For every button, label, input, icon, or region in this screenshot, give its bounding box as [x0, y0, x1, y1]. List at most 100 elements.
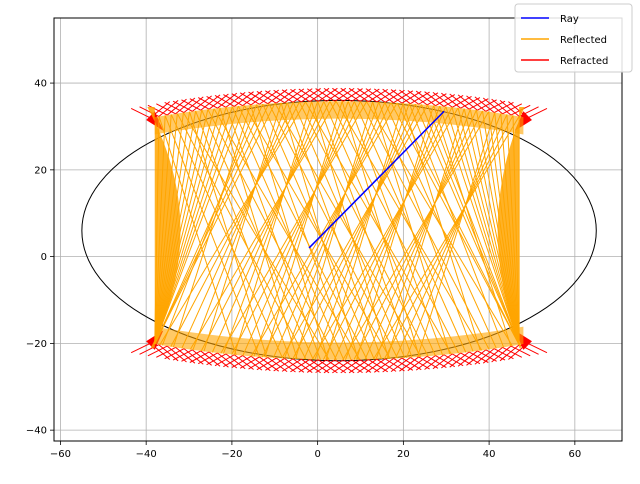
refracted-line: [217, 92, 238, 109]
refracted-line: [334, 87, 355, 102]
reflected-line: [262, 103, 375, 360]
refracted-line: [468, 98, 489, 110]
refracted-line: [441, 352, 461, 369]
refracted-line: [426, 355, 447, 368]
reflected-line: [164, 115, 260, 358]
refracted-line: [156, 346, 176, 358]
refracted-line: [208, 93, 229, 110]
reflected-line: [333, 106, 447, 361]
refracted-line: [474, 96, 495, 113]
refracted-line: [217, 352, 238, 369]
refracted-line: [390, 89, 411, 105]
reflected-line: [292, 104, 422, 360]
reflected-line: [220, 101, 367, 354]
refracted-line: [357, 88, 378, 103]
y-tick-label: −20: [26, 339, 47, 350]
refracted-line: [410, 91, 430, 105]
refracted-line: [368, 88, 388, 103]
reflected-line: [292, 102, 406, 359]
reflected-line: [341, 101, 420, 358]
reflected-line: [181, 102, 294, 349]
refracted-line: [248, 91, 269, 105]
refracted-line: [200, 94, 221, 111]
reflected-line: [311, 101, 390, 359]
refracted-line: [214, 354, 235, 367]
x-tick-label: −20: [221, 449, 242, 460]
refracted-line: [284, 88, 305, 104]
refracted-line: [192, 95, 212, 112]
refracted-line: [340, 87, 361, 102]
refracted-line: [382, 88, 403, 104]
refracted-line: [418, 92, 439, 105]
refracted-line: [482, 97, 503, 115]
refracted-line: [410, 357, 430, 370]
reflected-line: [394, 114, 508, 359]
reflected-line: [231, 106, 345, 361]
refracted-line: [290, 88, 311, 103]
legend-box: [514, 3, 633, 73]
refracted-line: [147, 345, 168, 357]
refracted-line: [225, 91, 246, 108]
reflected-line: [353, 101, 467, 353]
y-tick-label: 0: [41, 252, 47, 263]
reflected-line: [154, 103, 270, 345]
refracted-line: [332, 359, 352, 374]
reflected-line: [427, 104, 520, 345]
refracted-line: [164, 348, 185, 360]
refracted-line: [172, 349, 193, 361]
refracted-line: [415, 355, 436, 371]
refracted-line: [130, 342, 151, 354]
reflected-line: [192, 102, 288, 351]
refracted-line: [315, 88, 336, 102]
refracted-line: [466, 349, 487, 366]
refracted-line: [460, 352, 481, 365]
refracted-line: [206, 353, 227, 366]
reflected-line: [154, 105, 245, 345]
refracted-line: [323, 87, 344, 102]
refracted-line: [183, 348, 204, 365]
reflected-line: [294, 101, 374, 360]
refracted-line: [451, 96, 472, 108]
reflected-line: [211, 101, 325, 353]
reflected-line: [303, 103, 416, 360]
refracted-line: [192, 349, 212, 366]
refracted-line: [284, 358, 305, 373]
refracted-line: [359, 88, 380, 102]
refracted-line: [432, 353, 453, 370]
reflected-band: [154, 326, 524, 360]
refracted-line: [326, 359, 347, 374]
refracted-line: [231, 355, 252, 368]
refracted-line: [259, 89, 280, 105]
refracted-line: [348, 87, 369, 103]
refracted-line: [233, 91, 254, 107]
reflected-line: [195, 110, 291, 359]
reflected-line: [325, 103, 404, 360]
x-tick-label: 20: [397, 449, 410, 460]
refracted-line: [298, 359, 319, 373]
reflected-line: [242, 101, 355, 356]
reflected-line: [356, 105, 435, 360]
refracted-line: [130, 107, 151, 119]
reflected-line: [158, 116, 237, 356]
reflected-line: [264, 101, 343, 358]
refracted-line: [351, 359, 372, 373]
reflected-line: [342, 111, 490, 361]
reflected-line: [161, 104, 258, 346]
refracted-line: [457, 350, 478, 367]
refracted-line: [527, 107, 548, 119]
refracted-line: [359, 359, 380, 373]
reflected-line: [253, 101, 349, 357]
refracted-line: [281, 358, 302, 372]
refracted-line: [407, 355, 428, 372]
reflected-line: [170, 101, 300, 347]
refracted-line: [493, 102, 514, 113]
refracted-line: [443, 95, 464, 107]
refracted-line: [166, 98, 187, 116]
refracted-line: [158, 99, 179, 117]
reflected-line: [159, 101, 306, 346]
refracted-line: [242, 90, 263, 107]
refracted-line: [323, 359, 344, 374]
refracted-line: [298, 88, 319, 102]
refracted-line: [399, 89, 420, 105]
